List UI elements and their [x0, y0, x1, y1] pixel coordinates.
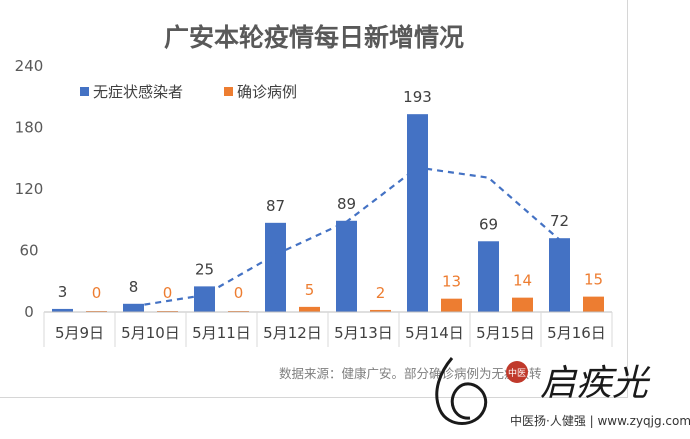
bar-asymptomatic	[478, 241, 499, 312]
x-tick-label: 5月9日	[55, 324, 104, 342]
data-label-asymptomatic: 69	[479, 215, 498, 233]
data-label-asymptomatic: 72	[550, 212, 569, 230]
bar-asymptomatic	[407, 114, 428, 312]
legend: 无症状感染者 确诊病例	[80, 83, 297, 101]
y-tick-label: 0	[24, 303, 34, 321]
data-label-confirmed: 0	[92, 284, 102, 302]
calligraphy-mark-icon	[435, 357, 488, 425]
data-label-asymptomatic: 25	[195, 260, 214, 278]
x-tick-label: 5月10日	[121, 324, 180, 342]
x-tick-label: 5月16日	[547, 324, 606, 342]
legend-label-asymptomatic: 无症状感染者	[93, 83, 183, 101]
data-label-confirmed: 5	[305, 281, 315, 299]
data-labels: 3 0 8 0 25 0 87 5 89 2 193 13 69 14 72 15	[58, 88, 603, 302]
data-label-confirmed: 13	[442, 273, 461, 291]
bar-confirmed	[512, 297, 533, 312]
x-tick-label: 5月14日	[405, 324, 464, 342]
bar-confirmed	[441, 298, 462, 312]
data-label-asymptomatic: 87	[266, 197, 285, 215]
data-label-confirmed: 15	[584, 271, 603, 289]
x-tick-label: 5月12日	[263, 324, 322, 342]
y-tick-label: 240	[15, 57, 44, 75]
x-tick-label: 5月15日	[476, 324, 535, 342]
bar-asymptomatic	[336, 220, 357, 312]
data-label-asymptomatic: 3	[58, 283, 68, 301]
data-label-asymptomatic: 8	[129, 278, 139, 296]
legend-swatch-asymptomatic	[80, 87, 89, 96]
bar-asymptomatic	[265, 222, 286, 312]
seal-text: 中医	[508, 367, 526, 379]
data-label-asymptomatic: 89	[337, 195, 356, 213]
x-tick-label: 5月11日	[192, 324, 251, 342]
x-axis: 5月9日 5月10日 5月11日 5月12日 5月13日 5月14日 5月15日 5月16日	[43, 311, 613, 347]
bar-asymptomatic	[52, 308, 73, 312]
trendline-path	[133, 166, 561, 308]
bar-confirmed	[370, 309, 391, 312]
trendline	[133, 166, 561, 308]
y-tick-label: 60	[19, 242, 38, 260]
y-tick-label: 120	[15, 180, 44, 198]
watermark-url: 中医扬·人健强 | www.zyqjg.com	[510, 413, 690, 428]
data-label-confirmed: 14	[513, 272, 532, 290]
data-label-confirmed: 0	[234, 284, 244, 302]
watermark: 中医 启疾光 中医扬·人健强 | www.zyqjg.com	[435, 357, 690, 428]
x-tick-label: 5月13日	[334, 324, 393, 342]
data-label-confirmed: 2	[376, 284, 386, 302]
bar-confirmed	[583, 296, 604, 312]
y-tick-label: 180	[15, 119, 44, 137]
legend-swatch-confirmed	[224, 87, 233, 96]
data-label-asymptomatic: 193	[403, 88, 432, 106]
y-axis: 0 60 120 180 240	[15, 57, 44, 321]
source-annotation: 数据来源：健康广安。部分确诊病例为无症状转	[279, 366, 542, 381]
chart-title: 广安本轮疫情每日新增情况	[164, 23, 464, 52]
bar-asymptomatic	[549, 238, 570, 312]
data-label-confirmed: 0	[163, 284, 173, 302]
bars	[52, 114, 604, 312]
chart-frame	[0, 0, 628, 398]
legend-label-confirmed: 确诊病例	[237, 83, 297, 101]
seal-icon	[506, 361, 528, 383]
brand-text: 启疾光	[540, 363, 651, 404]
bar-confirmed	[299, 306, 320, 312]
bar-asymptomatic	[123, 303, 144, 312]
